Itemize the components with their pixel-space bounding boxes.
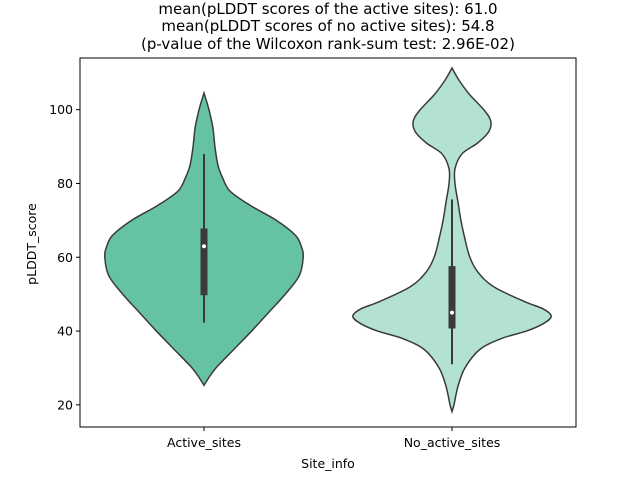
y-tick-label: 20 <box>57 397 73 412</box>
iqr-box <box>200 228 208 296</box>
iqr-box <box>448 266 456 329</box>
x-axis: Active_sites No_active_sites <box>167 427 500 450</box>
chart-title: mean(pLDDT scores of the active sites): … <box>141 0 515 53</box>
y-tick-label: 40 <box>57 324 73 339</box>
y-axis-label: pLDDT_score <box>24 203 39 285</box>
x-tick-label: Active_sites <box>167 435 241 450</box>
y-tick-label: 80 <box>57 176 73 191</box>
median-point <box>202 244 206 249</box>
x-axis-label: Site_info <box>301 456 355 471</box>
plot-frame <box>79 57 577 428</box>
violins-layer <box>103 66 552 415</box>
title-line-1: mean(pLDDT scores of the active sites): … <box>158 0 497 18</box>
title-line-3: (p-value of the Wilcoxon rank-sum test: … <box>141 35 515 53</box>
median-point <box>450 310 454 315</box>
y-axis: 20 40 60 80 100 <box>49 102 80 412</box>
y-tick-label: 60 <box>57 250 73 265</box>
y-tick-label: 100 <box>49 102 73 117</box>
violin-No_active_sites <box>352 66 552 415</box>
violin-Active_sites <box>103 90 305 387</box>
x-tick-label: No_active_sites <box>404 435 501 450</box>
title-line-2: mean(pLDDT scores of no active sites): 5… <box>161 17 494 35</box>
